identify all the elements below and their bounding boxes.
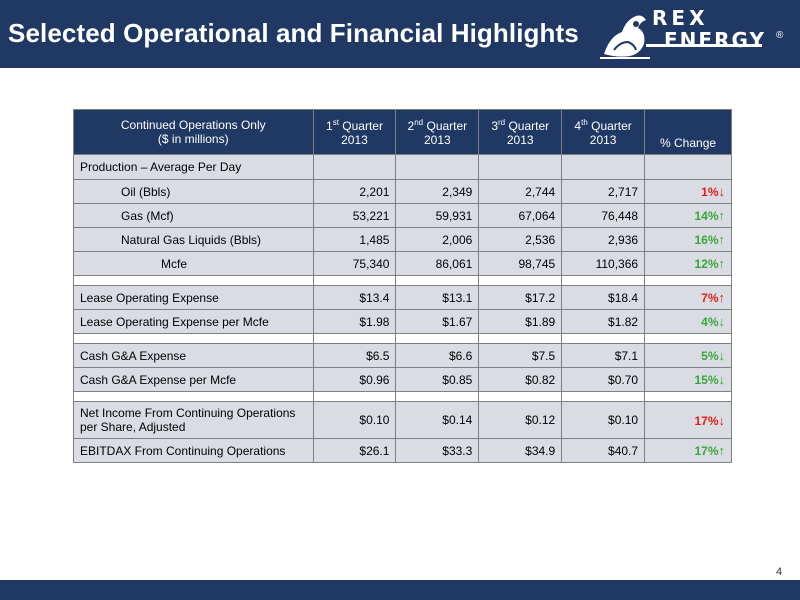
row-label: Gas (Mcf) [73,203,314,228]
header-operations-label: Continued Operations Only ($ in millions… [73,109,314,155]
header-q2: 2nd Quarter 2013 [395,109,480,155]
table-row-section-production: Production – Average Per Day [73,154,732,180]
horse-rider-logo-icon [600,15,650,59]
arrow-down-icon: ↓ [718,372,726,387]
row-label: Oil (Bbls) [73,179,314,204]
arrow-down-icon: ↓ [718,314,726,329]
arrow-up-icon: ↑ [718,443,726,458]
pct-change-cell: 17%↑ [644,438,732,463]
row-label: Net Income From Continuing Operations per… [73,401,314,439]
arrow-up-icon: ↑ [718,232,726,247]
arrow-down-icon: ↓ [718,412,726,428]
footer-bar [0,580,800,600]
page-number: 4 [776,566,783,578]
header-q1: 1st Quarter 2013 [312,109,397,155]
logo-word-energy: ENERGY [664,28,766,52]
header-q3: 3rd Quarter 2013 [478,109,563,155]
arrow-up-icon: ↑ [718,290,726,305]
row-label: Lease Operating Expense per Mcfe [73,309,314,334]
arrow-up-icon: ↑ [718,208,726,223]
spacer-row [73,333,732,344]
pct-change-cell: 5%↓ [644,343,732,368]
pct-change-cell: 15%↓ [644,367,732,392]
table-row: Oil (Bbls) 2,201 2,349 2,744 2,717 1%↓ [73,179,732,204]
spacer-row [73,275,732,286]
table-row: Lease Operating Expense per Mcfe $1.98 $… [73,309,732,334]
logo-underline [646,44,762,47]
section-label: Production – Average Per Day [73,154,314,180]
pct-change-cell: 12%↑ [644,251,732,276]
pct-change-cell: 17%↓ [644,401,732,439]
arrow-down-icon: ↓ [718,348,726,363]
pct-change-cell: 4%↓ [644,309,732,334]
row-label: Lease Operating Expense [73,285,314,310]
row-label: Mcfe [73,251,314,276]
table-header-row: Continued Operations Only ($ in millions… [73,109,732,155]
row-label: Natural Gas Liquids (Bbls) [73,227,314,252]
table-row: Mcfe 75,340 86,061 98,745 110,366 12%↑ [73,251,732,276]
registered-mark: ® [776,30,784,41]
header-q4: 4th Quarter 2013 [561,109,646,155]
table-row: Cash G&A Expense per Mcfe $0.96 $0.85 $0… [73,367,732,392]
arrow-down-icon: ↓ [718,184,726,199]
logo-word-rex: REX [652,6,709,30]
arrow-up-icon: ↑ [718,256,726,271]
rex-energy-logo: REX ENERGY ® [596,4,796,64]
row-label: Cash G&A Expense [73,343,314,368]
highlights-table: Continued Operations Only ($ in millions… [73,109,732,463]
table-row: EBITDAX From Continuing Operations $26.1… [73,438,732,463]
header-bar: Selected Operational and Financial Highl… [0,0,800,68]
table-row: Lease Operating Expense $13.4 $13.1 $17.… [73,285,732,310]
spacer-row [73,391,732,402]
table-row: Natural Gas Liquids (Bbls) 1,485 2,006 2… [73,227,732,252]
pct-change-cell: 7%↑ [644,285,732,310]
header-pct-change: % Change [644,109,732,155]
row-label: EBITDAX From Continuing Operations [73,438,314,463]
table-row: Net Income From Continuing Operations per… [73,401,732,439]
pct-change-cell: 16%↑ [644,227,732,252]
pct-change-cell: 14%↑ [644,203,732,228]
table-row: Cash G&A Expense $6.5 $6.6 $7.5 $7.1 5%↓ [73,343,732,368]
pct-change-cell: 1%↓ [644,179,732,204]
table-row: Gas (Mcf) 53,221 59,931 67,064 76,448 14… [73,203,732,228]
page-title: Selected Operational and Financial Highl… [8,18,579,48]
row-label: Cash G&A Expense per Mcfe [73,367,314,392]
